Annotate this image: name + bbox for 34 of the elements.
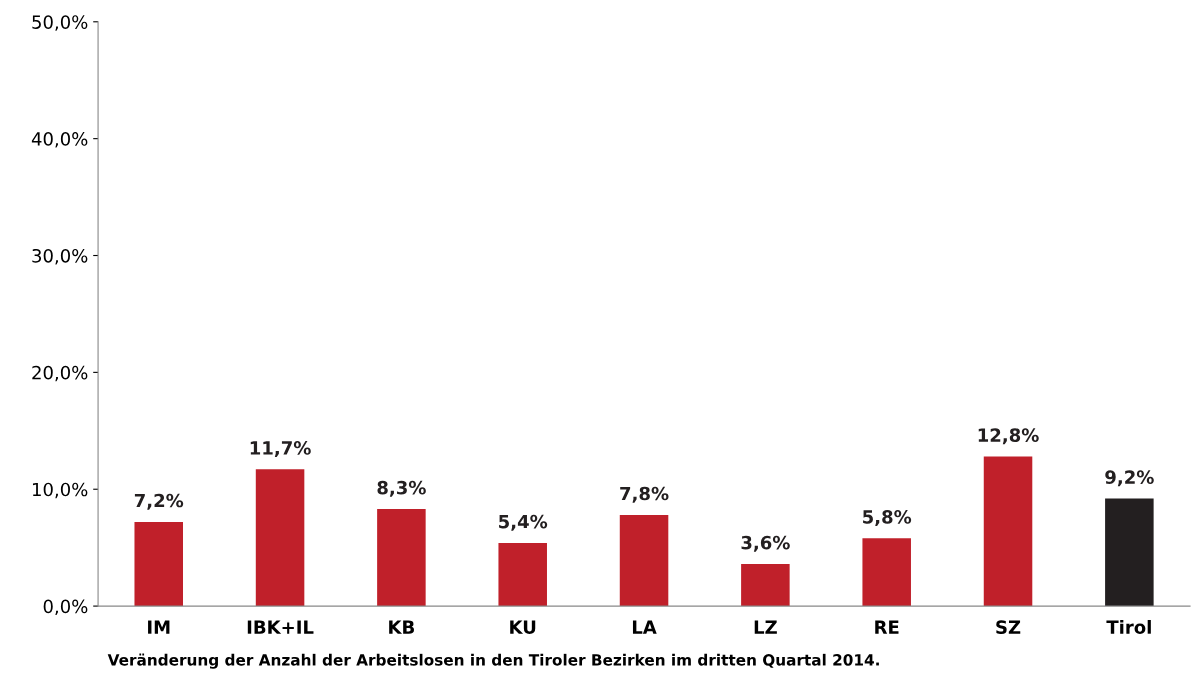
y-tick-label: 50,0% — [32, 15, 88, 31]
bar — [619, 514, 669, 607]
x-tick-label: LZ — [754, 620, 777, 634]
x-tick-label: IBK+IL — [247, 620, 314, 634]
bar — [255, 469, 305, 607]
data-label: 5,4% — [499, 514, 548, 531]
bar — [741, 564, 790, 607]
data-label: 7,2% — [134, 493, 184, 510]
data-label: 5,8% — [863, 510, 912, 527]
data-label: 3,6% — [741, 535, 790, 552]
y-tick-label: 10,0% — [32, 482, 88, 499]
data-label: 11,7% — [250, 441, 311, 458]
x-tick-label: KU — [510, 620, 536, 634]
x-tick-label: SZ — [996, 620, 1021, 634]
y-tick-label: 0,0% — [43, 599, 88, 616]
x-tick-label: RE — [875, 620, 899, 634]
bar — [983, 456, 1033, 607]
data-label: 7,8% — [620, 486, 669, 503]
x-tick-label: IM — [148, 620, 170, 634]
data-label: 12,8% — [978, 428, 1039, 445]
bar — [134, 521, 183, 607]
x-tick-label: LA — [632, 620, 657, 634]
bar — [498, 542, 547, 607]
bar — [1105, 498, 1154, 607]
data-label: 9,2% — [1105, 470, 1154, 487]
y-tick-label: 30,0% — [32, 248, 88, 265]
y-tick-label: 20,0% — [32, 365, 88, 382]
data-label: 8,3% — [377, 480, 426, 497]
bar — [377, 509, 426, 607]
x-tick-label: Tirol — [1106, 619, 1151, 634]
text: Veränderung der Anzahl der Arbeitslosen in den Tiroler Bezirken im dritten Quartal 2014. — [107, 653, 879, 669]
y-tick-label: 40,0% — [31, 132, 88, 148]
x-tick-label: KB — [389, 620, 414, 634]
bar — [862, 538, 911, 607]
